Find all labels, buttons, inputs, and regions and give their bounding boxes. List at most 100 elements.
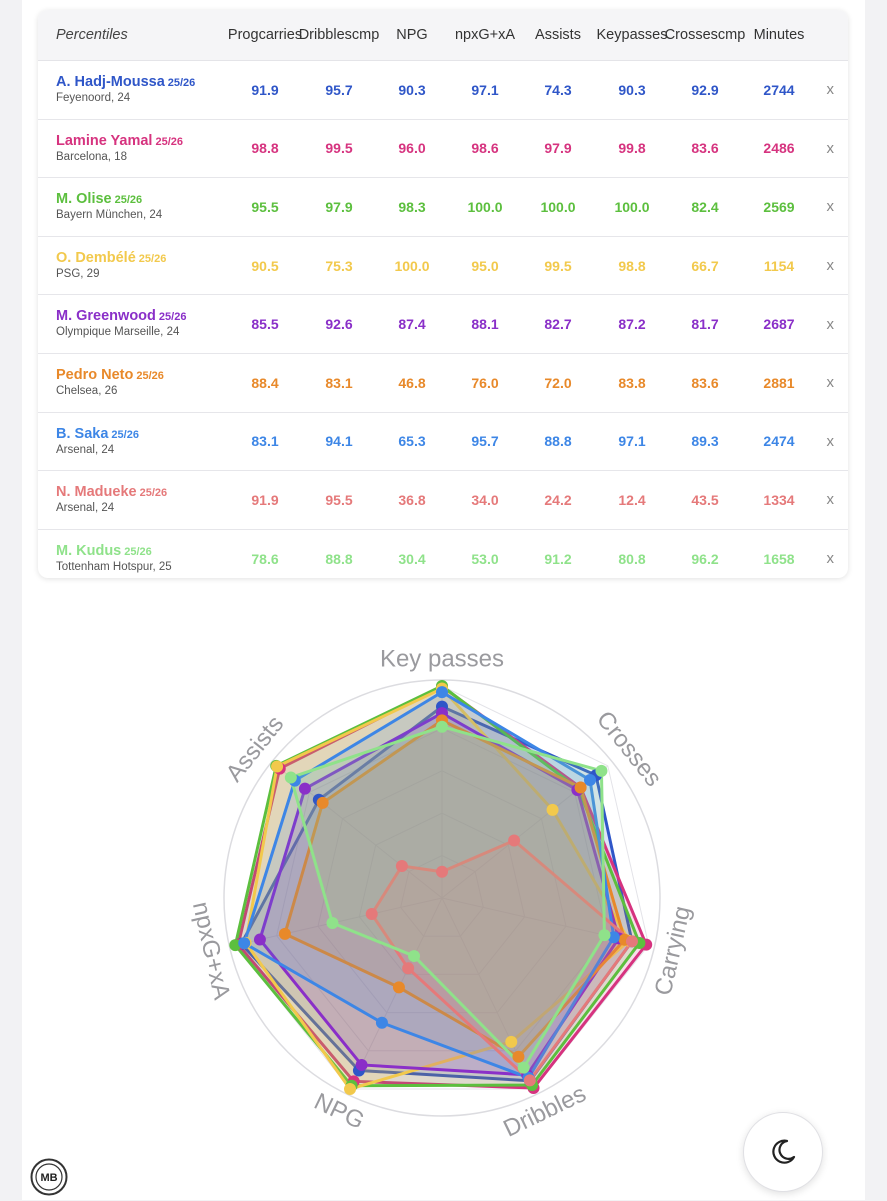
value-cell: 78.6 (251, 550, 279, 567)
radar-series-area (242, 690, 616, 1080)
value-cell: 94.1 (325, 433, 353, 450)
value-cell: 96.0 (398, 140, 426, 157)
value-cell: 91.9 (251, 81, 279, 98)
remove-player-button[interactable]: x (826, 374, 835, 392)
radar-point (598, 929, 611, 942)
radar-point (271, 760, 284, 773)
table-row: M. Olise 25/26 Bayern München, 24 95.5 97.9 9… (38, 178, 848, 237)
value-cell: 76.0 (471, 374, 499, 391)
season-label: 25/26 (167, 77, 196, 89)
player-name: O. Dembélé 25/26 (56, 249, 167, 266)
value-cell: 83.6 (691, 140, 719, 157)
remove-player-button[interactable]: x (826, 432, 835, 450)
value-cell: 92.9 (691, 81, 719, 98)
value-cell: 98.6 (471, 140, 499, 157)
value-cell: 88.4 (251, 374, 279, 391)
column-header-minutes: Minutes (753, 26, 805, 43)
remove-player-button[interactable]: x (826, 81, 835, 99)
radar-point (326, 917, 339, 930)
remove-player-button[interactable]: x (826, 139, 835, 157)
remove-player-button[interactable]: x (826, 198, 835, 216)
radar-point (344, 1083, 357, 1096)
player-team: Bayern München, 24 (56, 209, 163, 222)
player-team: Feyenoord, 24 (56, 92, 131, 104)
value-cell: 95.0 (471, 257, 499, 274)
remove-player-button[interactable]: x (826, 491, 835, 509)
value-cell: 100.0 (394, 257, 430, 274)
player-name: N. Madueke 25/26 (56, 484, 168, 501)
radar-point (395, 860, 408, 873)
value-cell: 30.4 (398, 550, 426, 567)
table-row: M. Kudus 25/26 Tottenham Hotspur, 25 78.6 88… (38, 530, 848, 578)
radar-series-area (289, 725, 606, 1070)
value-cell: 36.8 (398, 491, 426, 508)
value-cell: 98.8 (618, 257, 646, 274)
column-header-key-passes: Key passes (596, 26, 668, 43)
remove-player-button[interactable]: x (826, 315, 835, 333)
value-cell: 74.3 (544, 81, 572, 98)
radar-point (253, 933, 266, 946)
value-cell: 92.6 (325, 316, 353, 333)
radar-point (625, 935, 638, 948)
player-team: Chelsea, 26 (56, 384, 118, 397)
value-cell: 95.7 (325, 81, 353, 98)
player-name: B. Saka 25/26 (56, 425, 139, 442)
radar-grid-ring (276, 727, 608, 1052)
value-cell: 99.5 (544, 257, 572, 274)
value-cell: 2474 (763, 433, 795, 450)
value-cell: 83.6 (691, 374, 719, 391)
player-team: Arsenal, 24 (56, 443, 115, 456)
value-cell: 88.8 (325, 550, 353, 567)
value-cell: 98.8 (251, 140, 279, 157)
season-label: 25/26 (139, 487, 168, 500)
value-cell: 12.4 (618, 491, 646, 508)
radar-point (512, 1050, 525, 1063)
radar-point (584, 773, 597, 786)
value-cell: 99.5 (325, 140, 353, 157)
value-cell: 91.9 (251, 491, 279, 508)
radar-point (595, 764, 608, 777)
radar-point (408, 950, 421, 963)
radar-point (392, 981, 405, 994)
radar-point (278, 927, 291, 940)
mb-logo-icon[interactable]: MB (30, 1158, 68, 1196)
radar-point (316, 796, 329, 809)
value-cell: 95.7 (471, 433, 499, 450)
value-cell: 80.8 (618, 550, 646, 567)
radar-axis-label: NPG (310, 1088, 369, 1135)
remove-player-button[interactable]: x (826, 550, 835, 568)
radar-spoke (235, 897, 443, 946)
column-header-crosses-cmp: Crosses cmp (664, 26, 746, 43)
season-label: 25/26 (158, 311, 187, 324)
remove-player-button[interactable]: x (826, 257, 835, 275)
season-label: 25/26 (124, 545, 152, 558)
radar-axis-label: Carrying (650, 903, 697, 997)
page: Percentiles Prog carries Dribbles cmp NPG npxG… (22, 0, 865, 1200)
value-cell: 97.1 (618, 433, 646, 450)
value-cell: 1334 (763, 491, 795, 508)
value-cell: 85.5 (251, 316, 279, 333)
value-cell: 89.3 (691, 433, 719, 450)
radar-axis-label: Key passes (380, 645, 504, 672)
radar-point (505, 1035, 518, 1048)
table-row: M. Greenwood 25/26 Olympique Marseille, 24… (38, 295, 848, 354)
table-row: N. Madueke 25/26 Arsenal, 24 91.9 95.5 36.8 34… (38, 471, 848, 530)
value-cell: 90.3 (618, 81, 646, 98)
player-team: Olympique Marseille, 24 (56, 326, 180, 339)
value-cell: 43.5 (691, 491, 719, 508)
value-cell: 66.7 (691, 257, 719, 274)
radar-point (375, 1016, 388, 1029)
logo-text: MB (40, 1172, 57, 1184)
value-cell: 98.3 (398, 198, 426, 215)
theme-toggle-button[interactable] (743, 1112, 823, 1192)
value-cell: 90.3 (398, 81, 426, 98)
value-cell: 95.5 (251, 198, 279, 215)
radar-point (436, 865, 448, 878)
value-cell: 1658 (763, 550, 795, 567)
column-header-npg: NPG (396, 26, 428, 43)
season-label: 25/26 (138, 252, 167, 265)
value-cell: 88.1 (471, 316, 499, 333)
player-team: PSG, 29 (56, 267, 100, 280)
value-cell: 46.8 (398, 374, 426, 391)
